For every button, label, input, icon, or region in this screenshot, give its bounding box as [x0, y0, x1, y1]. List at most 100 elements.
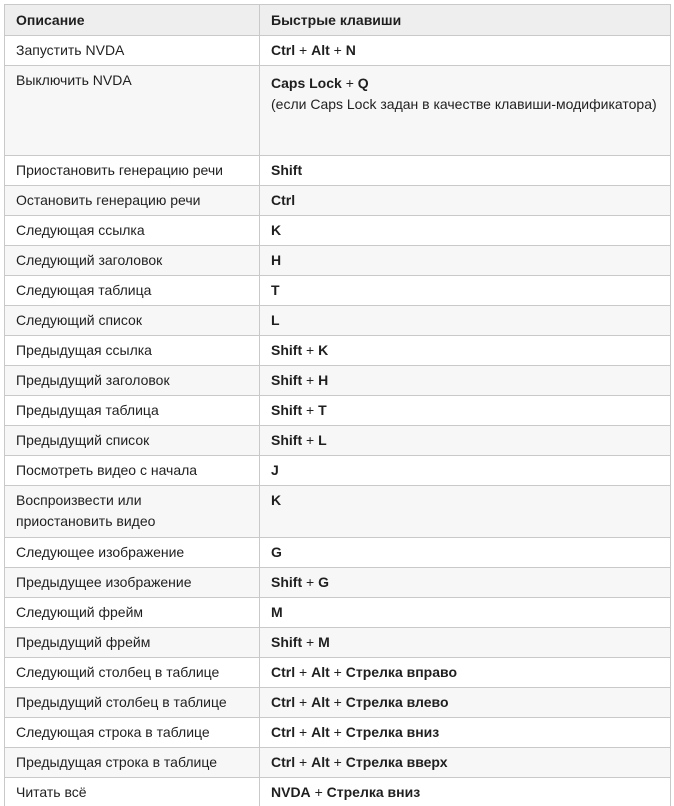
- row-shortcut: Ctrl + Alt + Стрелка вверх: [259, 747, 671, 778]
- key-name: J: [271, 462, 279, 478]
- key-separator: +: [333, 754, 342, 770]
- table-row: Посмотреть видео с начала J: [4, 455, 671, 486]
- key-name: Стрелка вниз: [345, 724, 440, 740]
- row-shortcut: T: [259, 275, 671, 306]
- key-name: G: [271, 544, 282, 560]
- row-shortcut: Caps Lock + Q (если Caps Lock задан в кач…: [259, 65, 671, 156]
- table-row: Предыдущее изображение Shift + G: [4, 567, 671, 598]
- row-description: Следующий заголовок: [4, 245, 260, 276]
- key-name: T: [318, 402, 327, 418]
- key-name: M: [318, 634, 330, 650]
- key-name: Alt: [311, 42, 330, 58]
- key-name: Shift: [271, 634, 303, 650]
- row-shortcut: NVDA + Стрелка вниз: [259, 777, 671, 806]
- row-shortcut: Ctrl + Alt + Стрелка вправо: [259, 657, 671, 688]
- key-name: Shift: [271, 574, 303, 590]
- row-description: Выключить NVDA: [4, 65, 260, 156]
- row-description: Следующая таблица: [4, 275, 260, 306]
- row-description: Предыдущее изображение: [4, 567, 260, 598]
- key-name: Стрелка влево: [345, 694, 449, 710]
- key-separator: +: [299, 754, 308, 770]
- key-name: H: [271, 252, 282, 268]
- key-separator: +: [306, 634, 315, 650]
- key-name: K: [271, 492, 282, 508]
- key-name: K: [318, 342, 329, 358]
- row-shortcut: M: [259, 597, 671, 628]
- row-description: Следующая строка в таблице: [4, 717, 260, 748]
- key-name: Ctrl: [271, 42, 296, 58]
- row-description: Предыдущий список: [4, 425, 260, 456]
- key-name: Caps Lock: [271, 75, 342, 91]
- row-description: Следующий фрейм: [4, 597, 260, 628]
- row-shortcut: Ctrl + Alt + N: [259, 35, 671, 66]
- key-separator: +: [306, 372, 315, 388]
- shortcut-note: (если Caps Lock задан в качестве клавиши…: [271, 95, 657, 112]
- row-shortcut: Shift + M: [259, 627, 671, 658]
- row-description: Запустить NVDA: [4, 35, 260, 66]
- key-name: K: [271, 222, 282, 238]
- row-shortcut: Shift + T: [259, 395, 671, 426]
- key-separator: +: [306, 432, 315, 448]
- key-name: Ctrl: [271, 192, 296, 208]
- row-description: Следующий список: [4, 305, 260, 336]
- key-name: H: [318, 372, 329, 388]
- row-description: Воспроизвести или приостановить видео: [4, 485, 260, 538]
- table-row: Предыдущий список Shift + L: [4, 425, 671, 456]
- table-row: Запустить NVDA Ctrl + Alt + N: [4, 35, 671, 66]
- row-shortcut: Shift + K: [259, 335, 671, 366]
- table-row: Следующий фрейм M: [4, 597, 671, 628]
- row-shortcut: Ctrl: [259, 185, 671, 216]
- column-header-description: Описание: [4, 4, 260, 36]
- row-description: Следующий столбец в таблице: [4, 657, 260, 688]
- key-name: Alt: [311, 724, 330, 740]
- table-row: Предыдущий фрейм Shift + M: [4, 627, 671, 658]
- key-name: Shift: [271, 372, 303, 388]
- row-shortcut: Shift + G: [259, 567, 671, 598]
- row-description: Предыдущая строка в таблице: [4, 747, 260, 778]
- key-separator: +: [299, 664, 308, 680]
- table-row: Предыдущая ссылка Shift + K: [4, 335, 671, 366]
- table-body: Запустить NVDA Ctrl + Alt + N Выключить NV…: [4, 35, 671, 806]
- row-description: Предыдущая ссылка: [4, 335, 260, 366]
- table-row: Следующий заголовок H: [4, 245, 671, 276]
- key-name: Shift: [271, 432, 303, 448]
- key-separator: +: [299, 42, 308, 58]
- key-name: Alt: [311, 754, 330, 770]
- key-name: Shift: [271, 162, 303, 178]
- key-name: T: [271, 282, 280, 298]
- row-description: Посмотреть видео с начала: [4, 455, 260, 486]
- key-name: G: [318, 574, 329, 590]
- table-row: Читать всё NVDA + Стрелка вниз: [4, 777, 671, 806]
- key-separator: +: [333, 42, 342, 58]
- row-description: Читать всё: [4, 777, 260, 806]
- key-name: Q: [357, 75, 369, 91]
- row-shortcut: Shift: [259, 155, 671, 186]
- key-separator: +: [306, 342, 315, 358]
- row-description: Следующая ссылка: [4, 215, 260, 246]
- row-description: Приостановить генерацию речи: [4, 155, 260, 186]
- table-row: Предыдущий заголовок Shift + H: [4, 365, 671, 396]
- table-row: Следующий столбец в таблице Ctrl + Alt + …: [4, 657, 671, 688]
- key-name: M: [271, 604, 283, 620]
- table-row: Следующая ссылка K: [4, 215, 671, 246]
- row-shortcut: G: [259, 537, 671, 568]
- row-description: Предыдущий заголовок: [4, 365, 260, 396]
- shortcuts-table: Описание Быстрые клавиши Запустить NVDA C…: [4, 4, 671, 806]
- row-shortcut: K: [259, 485, 671, 538]
- row-shortcut: Shift + L: [259, 425, 671, 456]
- key-separator: +: [333, 694, 342, 710]
- table-row: Воспроизвести или приостановить видео K: [4, 485, 671, 538]
- key-separator: +: [306, 574, 315, 590]
- key-name: Ctrl: [271, 754, 296, 770]
- table-row: Предыдущая строка в таблице Ctrl + Alt + …: [4, 747, 671, 778]
- key-name: Ctrl: [271, 664, 296, 680]
- row-shortcut: L: [259, 305, 671, 336]
- table-row: Следующее изображение G: [4, 537, 671, 568]
- row-shortcut: H: [259, 245, 671, 276]
- key-separator: +: [306, 402, 315, 418]
- row-shortcut: Shift + H: [259, 365, 671, 396]
- key-separator: +: [345, 75, 354, 91]
- key-name: Shift: [271, 402, 303, 418]
- key-name: L: [271, 312, 280, 328]
